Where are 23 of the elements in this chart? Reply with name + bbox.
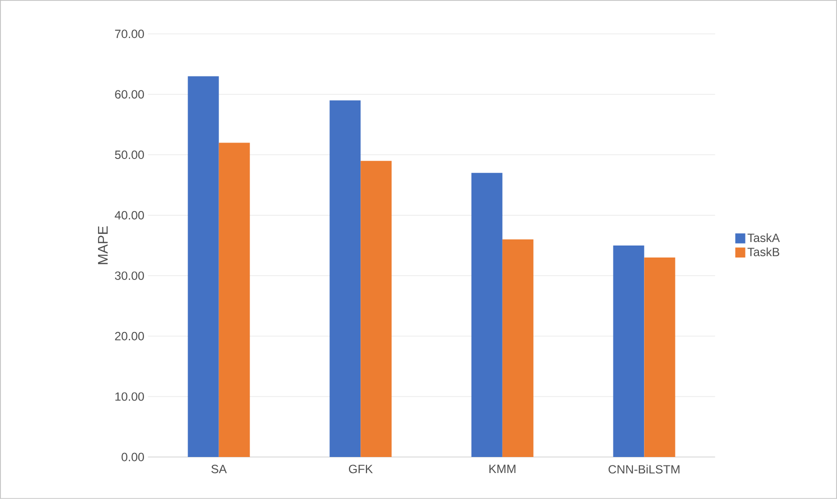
y-axis-title: MAPE <box>98 226 108 264</box>
x-tick-label: SA <box>211 464 227 474</box>
y-tick-label: 30.00 <box>114 271 144 280</box>
y-tick-label: 40.00 <box>114 211 144 220</box>
y-tick-label: 0.00 <box>122 452 144 462</box>
bar <box>188 76 219 458</box>
y-tick-label: 60.00 <box>115 90 144 99</box>
bar <box>613 245 644 458</box>
bar <box>360 160 392 458</box>
legend-label: TaskA <box>748 233 780 242</box>
y-tick-label: 70.00 <box>115 30 144 38</box>
bar <box>330 100 361 458</box>
bar <box>644 258 676 458</box>
legend-label: TaskB <box>748 247 780 256</box>
x-tick-label: GFK <box>348 464 373 474</box>
bar <box>218 142 250 458</box>
x-tick-label: CNN-BiLSTM <box>608 464 680 474</box>
bar <box>471 172 502 458</box>
y-tick-label: 50.00 <box>114 150 144 160</box>
bar <box>502 239 534 458</box>
x-tick-label: KMM <box>489 464 516 474</box>
y-tick-label: 10.00 <box>115 392 144 401</box>
y-tick-label: 20.00 <box>115 332 144 340</box>
